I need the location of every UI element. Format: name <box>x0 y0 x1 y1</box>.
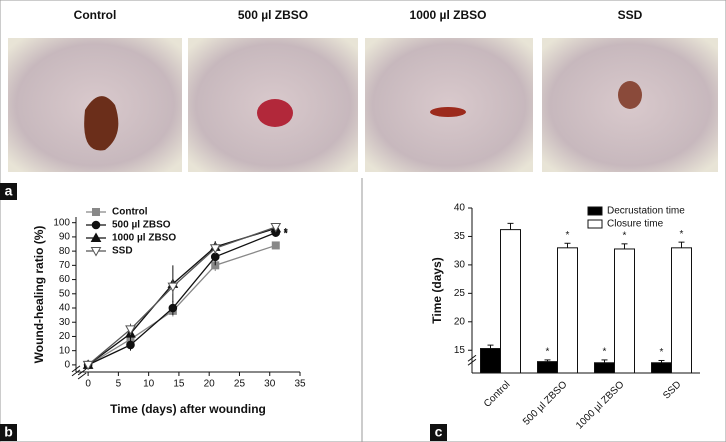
y-tick-label: 80 <box>59 246 71 257</box>
significance: * <box>546 347 550 358</box>
y-tick-label: 35 <box>454 231 466 242</box>
panel-label-box <box>430 424 447 441</box>
legend-label: 1000 µl ZBSO <box>112 233 176 244</box>
photo <box>365 38 533 172</box>
x-tick-label: 30 <box>264 379 276 390</box>
bar <box>557 247 578 374</box>
significance: * <box>680 229 684 240</box>
photo-title: SSD <box>618 8 643 22</box>
significance: * <box>284 227 288 238</box>
y-tick-label: 40 <box>454 203 466 214</box>
photo-title: Control <box>74 8 117 22</box>
x-tick-label: 10 <box>143 379 155 390</box>
y-tick-label: 60 <box>59 274 71 285</box>
x-tick-label: 0 <box>85 379 91 390</box>
legend-label: Closure time <box>607 219 664 230</box>
y-tick-label: 15 <box>454 345 466 356</box>
marker <box>125 325 136 335</box>
x-tick-label: 25 <box>234 379 246 390</box>
axis-break <box>71 369 81 377</box>
marker <box>167 282 179 293</box>
y-tick-label: 25 <box>454 288 466 299</box>
y-tick-label: 20 <box>59 331 71 342</box>
x-axis-label: Time (days) after wounding <box>110 402 266 416</box>
bar <box>651 362 672 374</box>
significance: * <box>284 228 288 239</box>
bar <box>594 362 615 374</box>
legend-swatch <box>587 206 603 216</box>
significance: * <box>603 347 607 358</box>
photo-title: 500 µl ZBSO <box>238 8 308 22</box>
significance: * <box>660 347 664 358</box>
y-axis-label: Time (days) <box>430 257 444 323</box>
legend-label: SSD <box>112 246 133 257</box>
marker <box>82 360 94 371</box>
x-tick-label: 35 <box>294 379 306 390</box>
panel-label-box <box>0 183 17 200</box>
panel-label: a <box>5 183 13 199</box>
axis-break <box>467 354 477 362</box>
bar <box>614 248 635 374</box>
legend-label: 500 µl ZBSO <box>112 220 171 231</box>
significance: * <box>623 230 627 241</box>
legend-label: Control <box>112 207 148 218</box>
y-tick-label: 70 <box>59 260 71 271</box>
x-tick-label: 5 <box>116 379 122 390</box>
x-tick-label: 15 <box>173 379 185 390</box>
photos <box>8 38 718 172</box>
y-tick-label: 40 <box>59 303 71 314</box>
significance: * <box>566 230 570 241</box>
x-tick-label: 20 <box>204 379 216 390</box>
y-tick-label: 10 <box>59 345 71 356</box>
marker <box>90 232 102 242</box>
wound <box>257 99 293 127</box>
marker <box>126 340 135 350</box>
bar <box>500 229 521 374</box>
panel-label: b <box>4 424 13 440</box>
axis-break <box>71 365 81 373</box>
y-tick-label: 90 <box>59 232 71 243</box>
axis-break <box>467 358 477 366</box>
y-tick-label: 30 <box>454 260 466 271</box>
marker <box>92 208 100 216</box>
wound <box>84 96 119 151</box>
legend-swatch <box>587 219 603 229</box>
marker <box>168 303 178 313</box>
panel-label-box <box>0 424 17 441</box>
marker <box>209 244 221 254</box>
marker <box>90 247 102 257</box>
y-tick-label: 20 <box>454 316 466 327</box>
y-tick-label: 100 <box>53 217 70 228</box>
axis-break <box>77 368 87 376</box>
bar <box>480 348 501 374</box>
y-tick-label: 0 <box>64 360 70 371</box>
axis-break <box>77 372 87 380</box>
photo-title: 1000 µl ZBSO <box>410 8 487 22</box>
marker <box>210 252 220 262</box>
bar <box>537 361 558 374</box>
panel-label: c <box>435 424 443 440</box>
wound <box>430 107 466 117</box>
y-axis-label: Wound-healing ratio (%) <box>32 226 46 364</box>
marker <box>270 222 282 233</box>
y-tick-label: 50 <box>59 288 71 299</box>
bar <box>671 247 692 374</box>
marker <box>91 220 101 230</box>
legend-label: Decrustation time <box>607 206 685 217</box>
wound <box>618 81 642 109</box>
y-tick-label: 30 <box>59 317 71 328</box>
significance: * <box>284 229 288 240</box>
marker <box>271 241 280 250</box>
